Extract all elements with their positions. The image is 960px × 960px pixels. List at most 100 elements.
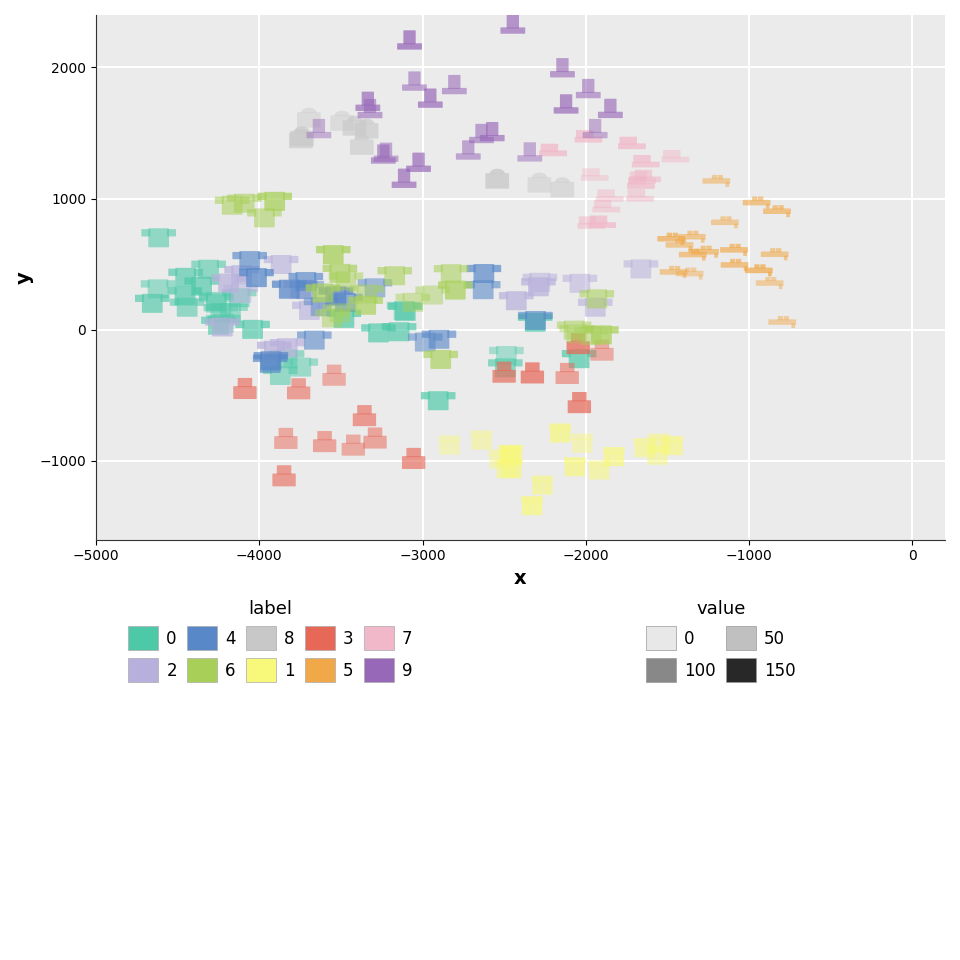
FancyBboxPatch shape bbox=[492, 265, 501, 272]
FancyBboxPatch shape bbox=[270, 339, 279, 347]
FancyBboxPatch shape bbox=[213, 314, 233, 333]
FancyBboxPatch shape bbox=[610, 326, 618, 333]
FancyBboxPatch shape bbox=[568, 349, 589, 368]
FancyBboxPatch shape bbox=[589, 466, 599, 479]
FancyBboxPatch shape bbox=[667, 232, 672, 237]
FancyBboxPatch shape bbox=[283, 280, 293, 288]
FancyBboxPatch shape bbox=[326, 365, 342, 374]
FancyBboxPatch shape bbox=[528, 178, 551, 193]
FancyBboxPatch shape bbox=[562, 350, 571, 357]
FancyBboxPatch shape bbox=[141, 280, 150, 288]
FancyBboxPatch shape bbox=[335, 293, 356, 312]
FancyBboxPatch shape bbox=[560, 94, 572, 108]
FancyBboxPatch shape bbox=[632, 161, 660, 167]
FancyBboxPatch shape bbox=[502, 465, 512, 478]
FancyBboxPatch shape bbox=[250, 285, 258, 292]
FancyBboxPatch shape bbox=[229, 304, 238, 311]
FancyBboxPatch shape bbox=[355, 123, 378, 138]
FancyBboxPatch shape bbox=[576, 130, 593, 138]
FancyBboxPatch shape bbox=[421, 330, 431, 338]
FancyBboxPatch shape bbox=[316, 246, 325, 253]
FancyBboxPatch shape bbox=[311, 297, 331, 316]
FancyBboxPatch shape bbox=[532, 501, 542, 516]
FancyBboxPatch shape bbox=[662, 442, 672, 455]
FancyBboxPatch shape bbox=[260, 351, 281, 371]
FancyBboxPatch shape bbox=[389, 323, 410, 341]
FancyBboxPatch shape bbox=[495, 459, 517, 466]
FancyBboxPatch shape bbox=[763, 208, 791, 214]
FancyBboxPatch shape bbox=[634, 155, 651, 163]
FancyBboxPatch shape bbox=[239, 303, 248, 311]
FancyBboxPatch shape bbox=[681, 240, 684, 245]
FancyBboxPatch shape bbox=[521, 278, 530, 285]
FancyBboxPatch shape bbox=[358, 112, 382, 118]
FancyBboxPatch shape bbox=[576, 92, 601, 98]
FancyBboxPatch shape bbox=[402, 293, 423, 312]
FancyBboxPatch shape bbox=[258, 252, 267, 259]
FancyBboxPatch shape bbox=[521, 496, 542, 502]
FancyBboxPatch shape bbox=[304, 330, 324, 349]
FancyBboxPatch shape bbox=[517, 314, 527, 321]
FancyBboxPatch shape bbox=[585, 298, 606, 317]
FancyBboxPatch shape bbox=[486, 173, 509, 189]
FancyBboxPatch shape bbox=[758, 197, 763, 201]
FancyBboxPatch shape bbox=[227, 195, 236, 202]
FancyBboxPatch shape bbox=[225, 295, 233, 301]
FancyBboxPatch shape bbox=[168, 287, 177, 295]
FancyBboxPatch shape bbox=[342, 246, 350, 253]
FancyBboxPatch shape bbox=[577, 223, 605, 228]
FancyBboxPatch shape bbox=[522, 274, 532, 281]
FancyBboxPatch shape bbox=[658, 236, 685, 242]
FancyBboxPatch shape bbox=[566, 324, 588, 343]
FancyBboxPatch shape bbox=[273, 209, 281, 217]
FancyBboxPatch shape bbox=[594, 340, 610, 348]
FancyBboxPatch shape bbox=[382, 324, 391, 330]
FancyBboxPatch shape bbox=[326, 310, 336, 317]
FancyBboxPatch shape bbox=[212, 318, 232, 337]
FancyBboxPatch shape bbox=[421, 294, 430, 300]
FancyBboxPatch shape bbox=[352, 414, 376, 426]
FancyBboxPatch shape bbox=[702, 256, 706, 260]
FancyBboxPatch shape bbox=[701, 246, 706, 250]
FancyBboxPatch shape bbox=[205, 319, 214, 325]
FancyBboxPatch shape bbox=[594, 200, 612, 208]
FancyBboxPatch shape bbox=[489, 347, 498, 354]
FancyBboxPatch shape bbox=[564, 463, 575, 476]
FancyBboxPatch shape bbox=[297, 280, 317, 300]
FancyBboxPatch shape bbox=[648, 434, 670, 440]
FancyBboxPatch shape bbox=[225, 266, 233, 274]
FancyBboxPatch shape bbox=[368, 324, 389, 343]
FancyBboxPatch shape bbox=[331, 284, 340, 292]
FancyBboxPatch shape bbox=[309, 280, 318, 288]
FancyBboxPatch shape bbox=[352, 310, 361, 317]
FancyBboxPatch shape bbox=[550, 181, 574, 198]
FancyBboxPatch shape bbox=[634, 438, 656, 444]
FancyBboxPatch shape bbox=[635, 444, 645, 457]
FancyBboxPatch shape bbox=[201, 317, 210, 324]
FancyBboxPatch shape bbox=[276, 349, 298, 369]
FancyBboxPatch shape bbox=[518, 312, 527, 319]
FancyBboxPatch shape bbox=[222, 289, 231, 297]
FancyBboxPatch shape bbox=[328, 294, 337, 300]
FancyBboxPatch shape bbox=[175, 286, 195, 305]
FancyBboxPatch shape bbox=[475, 124, 488, 138]
FancyBboxPatch shape bbox=[549, 423, 571, 429]
FancyBboxPatch shape bbox=[532, 475, 553, 482]
FancyBboxPatch shape bbox=[647, 451, 658, 465]
FancyBboxPatch shape bbox=[315, 281, 324, 288]
FancyBboxPatch shape bbox=[446, 392, 455, 399]
FancyBboxPatch shape bbox=[442, 88, 467, 94]
FancyBboxPatch shape bbox=[290, 281, 299, 288]
FancyBboxPatch shape bbox=[333, 309, 354, 328]
FancyBboxPatch shape bbox=[297, 112, 321, 128]
FancyBboxPatch shape bbox=[263, 367, 272, 374]
FancyBboxPatch shape bbox=[208, 316, 228, 335]
FancyBboxPatch shape bbox=[473, 280, 493, 300]
FancyBboxPatch shape bbox=[272, 280, 281, 288]
FancyBboxPatch shape bbox=[784, 255, 787, 260]
FancyBboxPatch shape bbox=[588, 119, 601, 132]
FancyBboxPatch shape bbox=[721, 262, 749, 268]
FancyBboxPatch shape bbox=[567, 400, 591, 413]
FancyBboxPatch shape bbox=[496, 465, 507, 478]
FancyBboxPatch shape bbox=[291, 358, 311, 376]
